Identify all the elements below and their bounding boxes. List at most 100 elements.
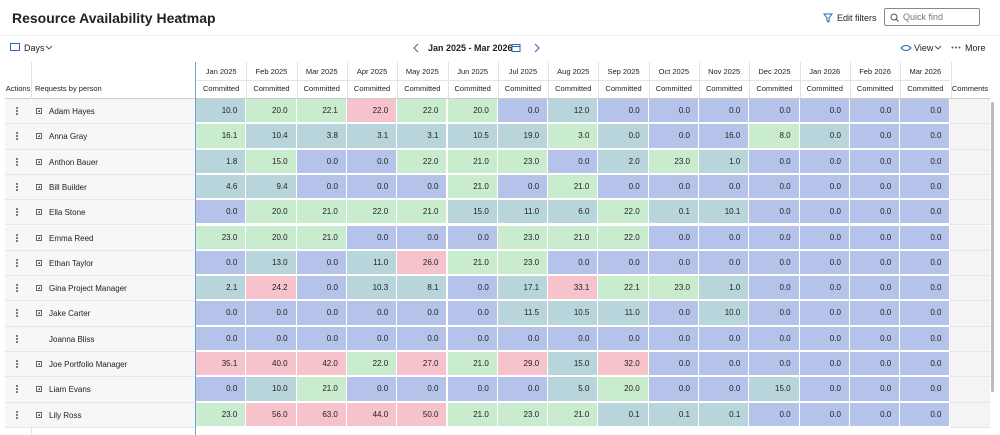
heat-cell: 22.0: [346, 99, 397, 123]
expand-toggle[interactable]: [36, 209, 42, 216]
comment-cell: [950, 377, 990, 403]
row-actions[interactable]: [16, 261, 18, 264]
heat-cell: 23.0: [497, 225, 548, 249]
row-actions[interactable]: [16, 163, 18, 166]
calendar-button[interactable]: [511, 43, 521, 53]
row-actions[interactable]: [16, 160, 18, 163]
row-actions[interactable]: [16, 334, 18, 337]
row-actions[interactable]: [16, 388, 18, 391]
heat-cell: 0.0: [849, 99, 900, 123]
prev-button[interactable]: [412, 43, 420, 53]
expand-toggle[interactable]: [36, 234, 42, 241]
expand-toggle[interactable]: [36, 361, 42, 367]
row-actions[interactable]: [16, 363, 18, 365]
heat-cell: 16.0: [699, 124, 749, 148]
row-actions[interactable]: [16, 340, 18, 343]
row-actions[interactable]: [16, 110, 18, 112]
expand-toggle[interactable]: [36, 108, 42, 114]
row-actions[interactable]: [16, 185, 18, 188]
heat-cell: 0.0: [296, 326, 346, 350]
row-actions[interactable]: [16, 410, 18, 413]
search-box[interactable]: Quick find: [884, 8, 980, 26]
heat-cell: 40.0: [246, 352, 296, 376]
view-button[interactable]: View: [914, 43, 934, 53]
heat-cell: 5.0: [548, 377, 598, 401]
heat-cell: 0.0: [346, 301, 397, 325]
row-actions[interactable]: [16, 211, 18, 214]
row-actions[interactable]: [16, 413, 18, 416]
heat-cell: 11.0: [598, 301, 648, 325]
heat-cell: 0.0: [749, 301, 799, 325]
row-actions[interactable]: [16, 208, 18, 211]
row-actions[interactable]: [16, 188, 18, 191]
heat-cell: 26.0: [397, 250, 447, 275]
edit-filters[interactable]: Edit filters: [837, 13, 877, 23]
heat-cell: 0.0: [900, 402, 950, 426]
row-actions[interactable]: [16, 385, 18, 388]
more-button[interactable]: More: [965, 43, 986, 53]
row-actions[interactable]: [16, 284, 18, 287]
heat-cell: 0.0: [598, 99, 648, 123]
sub-header: Committed: [907, 84, 944, 93]
row-actions[interactable]: [16, 107, 18, 109]
heat-cell: 0.0: [346, 149, 397, 173]
heat-cell: 17.1: [497, 276, 548, 300]
row-actions[interactable]: [16, 132, 18, 135]
scale-button[interactable]: Days: [24, 43, 45, 53]
row-actions[interactable]: [16, 360, 18, 362]
expand-toggle[interactable]: [36, 310, 42, 317]
heat-cell: 21.0: [296, 225, 346, 249]
next-button[interactable]: [533, 43, 541, 53]
heat-cell: 3.1: [346, 124, 397, 148]
row-actions[interactable]: [16, 258, 18, 261]
heat-cell: 12.0: [548, 99, 598, 123]
expand-toggle[interactable]: [36, 259, 42, 266]
row-actions[interactable]: [16, 315, 18, 318]
row-actions[interactable]: [16, 287, 18, 290]
row-actions[interactable]: [16, 416, 18, 419]
row-actions[interactable]: [16, 337, 18, 340]
heat-cell: 0.0: [497, 174, 548, 199]
row-actions[interactable]: [16, 264, 18, 267]
expand-toggle[interactable]: [36, 158, 42, 165]
heat-cell: 0.0: [849, 200, 900, 224]
row-actions[interactable]: [16, 233, 18, 236]
heat-cell: 0.0: [699, 225, 749, 249]
row-actions[interactable]: [16, 236, 18, 239]
row-actions[interactable]: [16, 391, 18, 394]
heat-cell: 23.0: [196, 402, 246, 426]
person-name: Emma Reed: [49, 233, 94, 243]
expand-toggle[interactable]: [36, 285, 42, 292]
row-actions[interactable]: [16, 214, 18, 217]
title-chevron[interactable]: [176, 14, 184, 22]
expand-toggle[interactable]: [36, 183, 42, 190]
heat-cell: 0.0: [648, 326, 698, 350]
row-actions[interactable]: [16, 366, 18, 368]
expand-toggle[interactable]: [36, 411, 42, 418]
heat-cell: 22.0: [346, 352, 397, 376]
row-actions[interactable]: [16, 239, 18, 242]
heat-cell: 0.0: [296, 174, 346, 199]
row-actions[interactable]: [16, 157, 18, 160]
row-actions[interactable]: [16, 312, 18, 315]
divider: [0, 35, 1000, 36]
heat-cell: 10.0: [246, 377, 296, 401]
heat-cell: 0.0: [749, 200, 799, 224]
heat-cell: 22.0: [346, 200, 397, 224]
month-header: Jul 2025: [508, 67, 538, 76]
row-actions[interactable]: [16, 290, 18, 293]
heat-cell: 24.2: [246, 276, 296, 300]
heat-cell: 10.3: [346, 276, 397, 300]
row-bg: [5, 326, 195, 352]
row-actions[interactable]: [16, 135, 18, 138]
expand-toggle[interactable]: [36, 133, 42, 140]
month-header: Apr 2025: [356, 67, 388, 76]
row-actions[interactable]: [16, 138, 18, 141]
row-actions[interactable]: [16, 182, 18, 185]
heat-cell: 0.0: [849, 149, 900, 173]
heat-cell: 0.0: [849, 402, 900, 426]
row-actions[interactable]: [16, 309, 18, 312]
expand-toggle[interactable]: [36, 386, 42, 393]
row-actions[interactable]: [16, 113, 18, 115]
